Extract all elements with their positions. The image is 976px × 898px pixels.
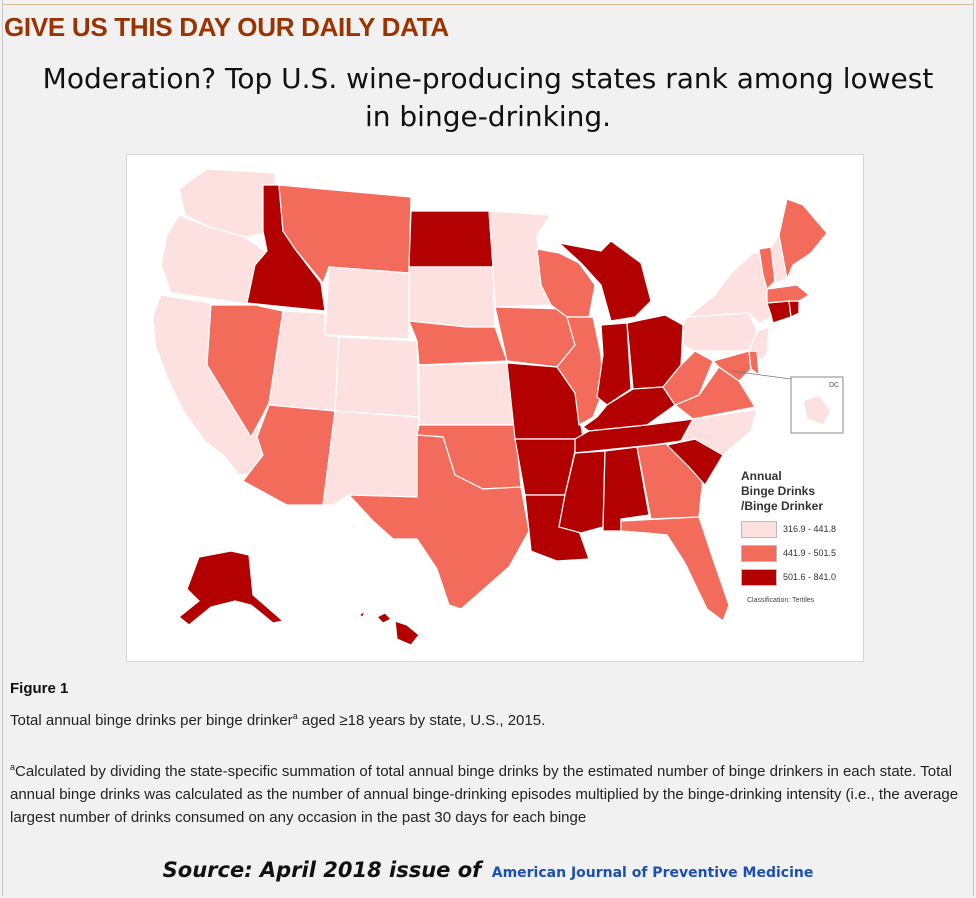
legend-title-line-1: Annual xyxy=(741,469,782,483)
source-line: Source: April 2018 issue of American Jou… xyxy=(0,858,976,882)
state-rhode-island xyxy=(788,300,800,318)
state-vermont xyxy=(758,246,776,291)
headline-line-2: in binge-drinking. xyxy=(364,100,612,133)
legend-swatch-low xyxy=(741,521,777,538)
figure-footnote: aCalculated by dividing the state-specif… xyxy=(10,756,965,829)
state-illinois xyxy=(556,316,604,426)
state-alaska xyxy=(178,550,285,626)
caption-superscript: a xyxy=(292,711,298,721)
state-nebraska xyxy=(408,320,508,366)
state-massachusetts xyxy=(766,284,811,304)
state-pennsylvania xyxy=(682,312,758,352)
state-montana xyxy=(278,184,412,285)
legend-label-high: 501.6 - 841.0 xyxy=(783,572,837,582)
legend-swatch-high xyxy=(741,569,777,586)
legend-label-low: 316.9 - 441.8 xyxy=(783,524,837,534)
legend-title-line-2: Binge Drinks xyxy=(741,484,816,498)
state-hawaii xyxy=(357,609,420,646)
state-district-of-columbia xyxy=(802,394,832,426)
state-florida xyxy=(620,516,730,622)
figure-caption: Total annual binge drinks per binge drin… xyxy=(10,711,545,729)
figure-label: Figure 1 xyxy=(10,680,69,697)
state-michigan xyxy=(557,240,652,322)
state-new-jersey xyxy=(748,326,770,363)
state-connecticut xyxy=(766,300,792,324)
headline: Moderation? Top U.S. wine-producing stat… xyxy=(0,60,976,136)
legend-label-mid: 441.9 - 501.5 xyxy=(783,548,837,558)
state-nevada xyxy=(206,304,284,439)
state-maine xyxy=(778,198,828,282)
source-text: Source: April 2018 issue of xyxy=(162,858,482,882)
state-new-mexico xyxy=(322,410,420,506)
headline-line-1: Moderation? Top U.S. wine-producing stat… xyxy=(42,62,934,95)
footnote-text: Calculated by dividing the state-specifi… xyxy=(10,763,959,826)
state-colorado xyxy=(334,336,420,418)
state-maryland xyxy=(711,350,752,382)
header-rule xyxy=(3,4,973,5)
dc-inset-box xyxy=(790,376,844,434)
dc-inset-label: DC xyxy=(829,382,840,389)
caption-text-pre: Total annual binge drinks per binge drin… xyxy=(10,712,293,729)
source-journal-link[interactable]: American Journal of Preventive Medicine xyxy=(491,865,814,881)
footnote-superscript: a xyxy=(10,762,16,772)
dc-leader-line xyxy=(730,370,792,380)
state-kansas xyxy=(418,362,516,426)
us-choropleth-map xyxy=(152,168,844,646)
state-wyoming xyxy=(324,266,410,340)
legend-title-line-3: /Binge Drinker xyxy=(741,499,824,513)
state-new-york xyxy=(685,250,774,324)
state-iowa xyxy=(494,306,576,368)
legend-title: Annual Binge Drinks /Binge Drinker xyxy=(741,469,861,514)
page-header-title: GIVE US THIS DAY OUR DAILY DATA xyxy=(4,12,449,42)
legend-swatch-mid xyxy=(741,545,777,562)
map-panel: DC Annual Binge Drinks /Binge Drinker 31… xyxy=(126,154,864,662)
state-south-dakota xyxy=(408,266,496,328)
caption-text-post: aged ≥18 years by state, U.S., 2015. xyxy=(297,712,546,729)
state-arkansas xyxy=(514,438,576,496)
state-north-dakota xyxy=(408,210,494,268)
legend-classification-note: Classification: Tertiles xyxy=(747,597,815,604)
state-texas xyxy=(347,434,530,610)
